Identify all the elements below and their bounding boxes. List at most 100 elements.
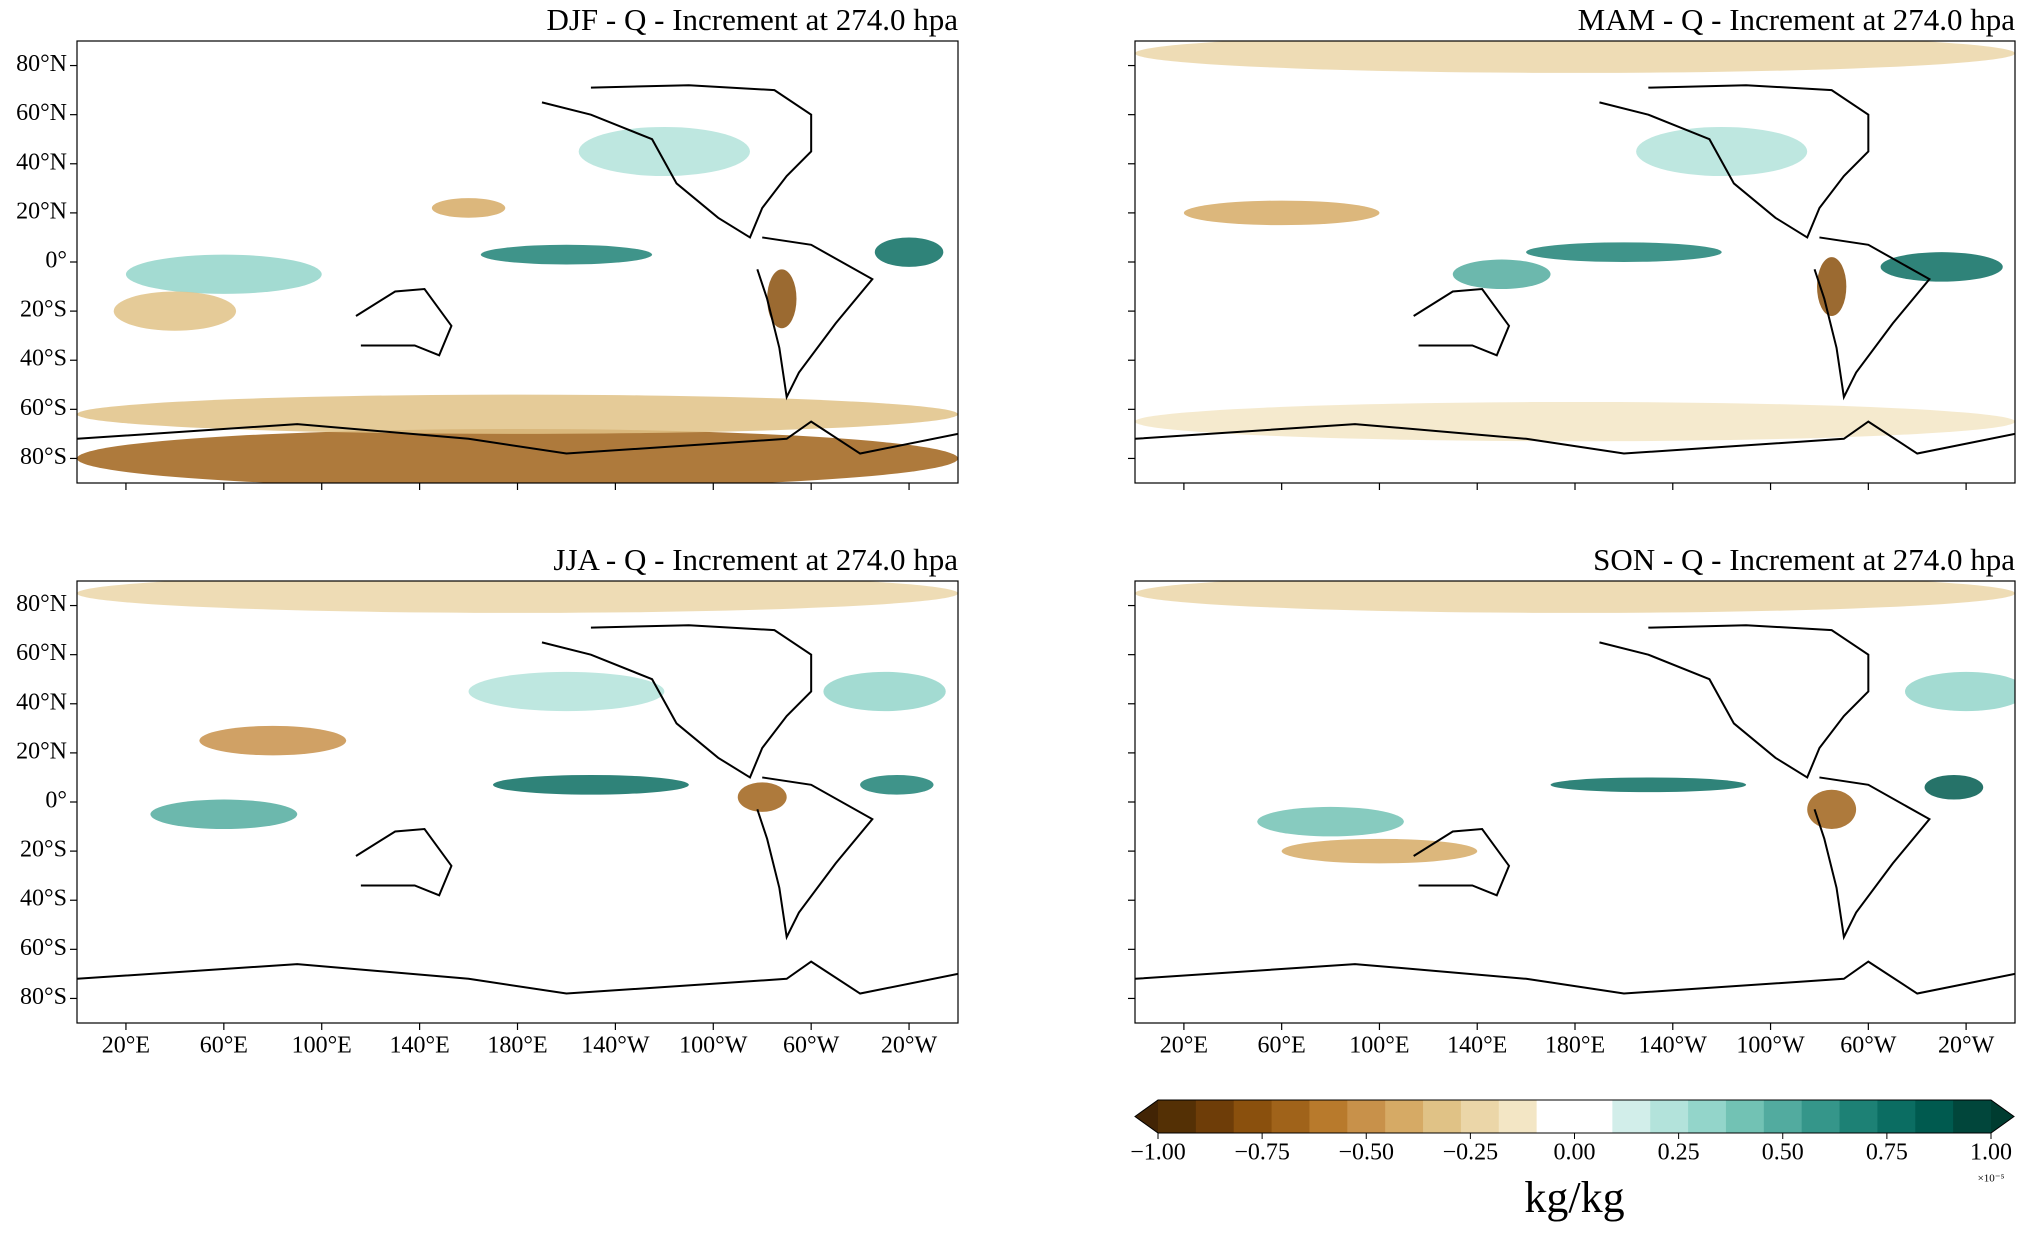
colorbar-exponent: ×10⁻⁵ [1978, 1173, 2005, 1185]
field-blob [1183, 200, 1380, 226]
lat-tick-label: 20°S [20, 297, 67, 323]
field-blob [1905, 671, 2015, 712]
lat-tick-label: 80°S [20, 984, 67, 1010]
lat-tick-label: 80°S [20, 444, 67, 470]
colorbar-over [1991, 1100, 2014, 1133]
colorbar-bin [1423, 1100, 1462, 1133]
panel-title: MAM - Q - Increment at 274.0 hpa [1578, 2, 2016, 37]
field-blob [77, 581, 958, 613]
field-blob [1880, 252, 2003, 282]
lon-tick-label: 20°W [881, 1033, 938, 1059]
lon-tick-label: 60°E [200, 1033, 248, 1059]
lat-tick-label: 40°N [16, 689, 67, 715]
field-blob [1452, 259, 1551, 290]
field-blob [431, 198, 506, 218]
lat-tick-label: 0° [45, 248, 67, 274]
colorbar-bin [1801, 1100, 1841, 1133]
field-blob [1281, 838, 1478, 864]
colorbar-bin [1233, 1100, 1273, 1133]
lat-tick-label: 40°S [20, 346, 67, 372]
colorbar-label: kg/kg [1524, 1173, 1624, 1222]
colorbar-bin [1309, 1100, 1348, 1133]
coastline [77, 420, 958, 455]
map-field [77, 41, 958, 483]
lat-tick-label: 80°N [16, 51, 67, 77]
lon-tick-label: 100°E [1349, 1033, 1409, 1059]
lat-tick-label: 60°N [16, 100, 67, 126]
lon-tick-label: 100°W [1736, 1033, 1805, 1059]
field-blob [480, 244, 653, 265]
colorbar-tick-label: 0.50 [1762, 1140, 1804, 1166]
colorbar-bin [1498, 1100, 1538, 1133]
field-blob [199, 725, 347, 756]
colorbar-tick-label: 1.00 [1970, 1140, 2012, 1166]
colorbar-tick-label: 0.00 [1554, 1140, 1596, 1166]
lon-tick-label: 20°E [1160, 1033, 1208, 1059]
field-blob [860, 774, 934, 795]
field-blob [1135, 581, 2015, 613]
field-blob [578, 126, 750, 177]
field-blob [468, 671, 665, 712]
lat-tick-label: 60°S [20, 935, 67, 961]
lat-tick-label: 0° [45, 788, 67, 814]
field-blob [1807, 789, 1857, 830]
field-blob [77, 394, 958, 434]
coastline [355, 287, 453, 357]
map-field [1135, 41, 2015, 483]
coastline [1599, 84, 1870, 239]
colorbar-bin [1271, 1100, 1310, 1133]
lon-tick-label: 100°W [679, 1033, 748, 1059]
lon-tick-label: 180°E [487, 1033, 547, 1059]
field-blob [1924, 774, 1984, 800]
panel-title: JJA - Q - Increment at 274.0 hpa [553, 542, 958, 577]
lon-tick-label: 60°W [783, 1033, 840, 1059]
colorbar-bin [1385, 1100, 1424, 1133]
lon-tick-label: 140°W [581, 1033, 650, 1059]
coastline [1813, 776, 1931, 941]
lat-tick-label: 60°N [16, 640, 67, 666]
field-blob [1636, 126, 1808, 177]
lat-tick-label: 40°S [20, 886, 67, 912]
colorbar-bin [1763, 1100, 1803, 1133]
lon-tick-label: 140°W [1639, 1033, 1708, 1059]
colorbar-tick-label: −0.75 [1234, 1140, 1290, 1166]
lat-tick-label: 80°N [16, 591, 67, 617]
field-blob [125, 254, 322, 294]
field-blob [823, 671, 946, 712]
coastline [541, 624, 813, 779]
field-blob [150, 799, 298, 830]
colorbar-tick-label: 0.25 [1658, 1140, 1700, 1166]
colorbar-bin [1877, 1100, 1916, 1133]
colorbar-bin [1839, 1100, 1878, 1133]
lon-tick-label: 60°E [1258, 1033, 1306, 1059]
colorbar-bin [1915, 1100, 1954, 1133]
lon-tick-label: 20°E [102, 1033, 150, 1059]
field-blob [77, 428, 958, 483]
coastline [355, 827, 453, 897]
lat-tick-label: 20°S [20, 837, 67, 863]
field-blob [767, 269, 797, 329]
lon-tick-label: 180°E [1545, 1033, 1605, 1059]
field-blob [1550, 777, 1747, 793]
coastline [1135, 420, 2015, 455]
colorbar-bin [1574, 1100, 1613, 1133]
coastline [1813, 236, 1931, 401]
lon-tick-label: 20°W [1938, 1033, 1995, 1059]
field-blob [493, 774, 689, 795]
coastline [756, 236, 874, 401]
map-field [1135, 581, 2015, 1023]
lat-tick-label: 20°N [16, 738, 67, 764]
field-blob [737, 782, 787, 812]
colorbar-bin [1195, 1100, 1235, 1133]
colorbar-bin [1460, 1100, 1500, 1133]
lon-tick-label: 140°E [1447, 1033, 1507, 1059]
colorbar-bin [1953, 1100, 1992, 1133]
field-blob [1135, 41, 2015, 73]
colorbar-tick-label: −0.50 [1338, 1140, 1394, 1166]
colorbar-tick-label: 0.75 [1866, 1140, 1908, 1166]
lat-tick-label: 40°N [16, 149, 67, 175]
field-blob [1526, 242, 1722, 262]
colorbar-bin [1158, 1100, 1197, 1133]
map-bg [1135, 581, 2015, 1023]
